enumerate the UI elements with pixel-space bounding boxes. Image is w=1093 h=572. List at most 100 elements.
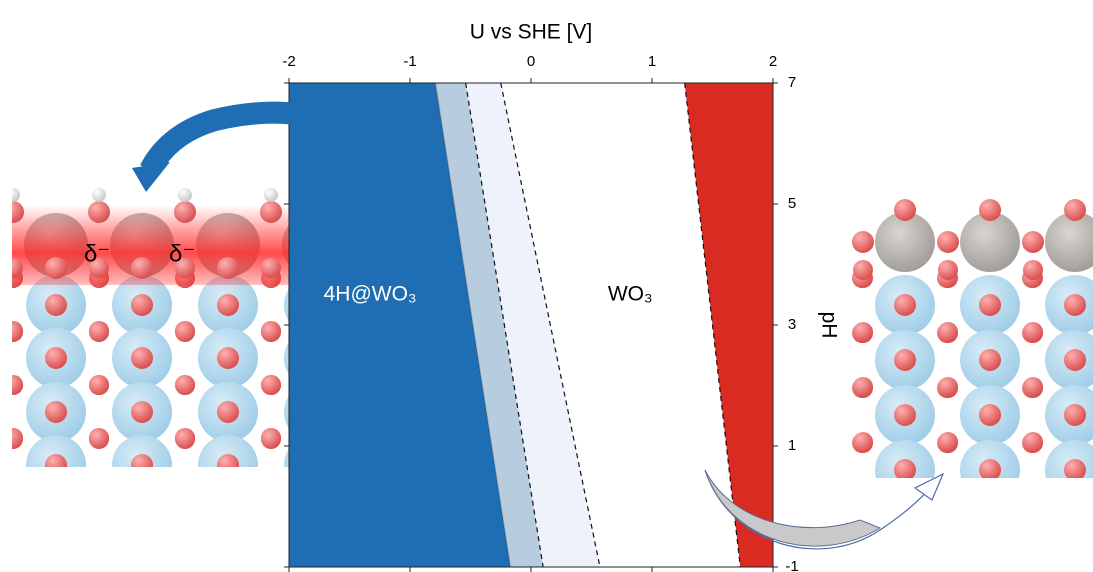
atom [875,212,935,272]
atom [809,459,831,481]
atom [175,258,195,278]
atom [853,432,873,452]
atom [894,349,916,371]
atom [979,294,1001,316]
atom [852,231,874,253]
atom [894,294,916,316]
grey-arrow-head [913,472,945,501]
atom [178,188,192,202]
atom [894,459,916,478]
atom [1023,432,1043,452]
surface-charge: δ⁻ [84,240,110,267]
atom [1023,322,1043,342]
atom [88,201,110,223]
atom [217,257,239,279]
atom [12,429,23,449]
atom [1064,459,1086,478]
atom [175,429,195,449]
atom [1064,349,1086,371]
atom [3,482,23,502]
atom [938,432,958,452]
y-tick-label: 5 [788,195,796,212]
plot: -2 -1 0 1 2 -1 1 3 5 7 4H@WO₃ WO₃ [282,53,799,572]
atom [937,231,959,253]
atom [131,294,153,316]
boundary-line [684,82,741,568]
atom [175,482,195,502]
boundary-line [500,82,601,568]
atom [1023,377,1043,397]
atom [809,349,831,371]
region [684,83,773,567]
atom [1023,260,1043,280]
atom [12,201,24,223]
left-structure: δ⁻ δ⁻ [0,188,290,502]
x-tick-label: 1 [648,53,656,70]
atom [979,199,1001,221]
atom [131,347,153,369]
atom [131,454,153,467]
atom [45,454,67,467]
atom [174,201,196,223]
atom [131,401,153,423]
y-axis-title: pH [817,312,840,339]
atom [217,401,239,423]
atom [112,435,172,467]
atom [1064,294,1086,316]
atom [853,377,873,397]
atom [809,199,831,221]
atom [790,330,850,390]
atom [1045,212,1093,272]
atom [264,188,278,202]
region [500,83,741,567]
grey-arrow [704,469,882,547]
atom [261,375,281,395]
y-tick-label: 1 [788,437,796,454]
atom [1023,487,1043,507]
boundary-line [434,82,512,568]
atom [89,322,109,342]
atom [0,213,2,277]
region-label: 4H@WO₃ [324,282,417,305]
x-tick-label: -2 [282,53,295,70]
atom [261,322,281,342]
atom [217,294,239,316]
atom [198,435,258,467]
atom [1064,404,1086,426]
atom [938,322,958,342]
y-tick-label: -1 [785,558,798,572]
x-tick-label: 2 [769,53,777,70]
atom [26,435,86,467]
atom [809,404,831,426]
atom [853,260,873,280]
atom [938,260,958,280]
atom [938,487,958,507]
x-axis-title: U vs SHE [V] [470,21,593,44]
atom [979,404,1001,426]
atom [12,322,23,342]
atom [217,347,239,369]
atom [12,375,23,395]
atom [938,377,958,397]
atom [853,487,873,507]
atom [960,212,1020,272]
atom [45,294,67,316]
atom [175,375,195,395]
atom [45,347,67,369]
x-tick-label: 0 [527,53,535,70]
atom [1022,231,1044,253]
atom [89,482,109,502]
atom [790,385,850,445]
atom [89,375,109,395]
region [289,83,511,567]
atom [1064,199,1086,221]
blue-arrow [140,101,382,191]
atom [92,188,106,202]
y-tick-label: 3 [788,316,796,333]
atom [12,258,23,278]
atom [261,258,281,278]
atom [979,459,1001,478]
right-structure [790,199,1093,507]
